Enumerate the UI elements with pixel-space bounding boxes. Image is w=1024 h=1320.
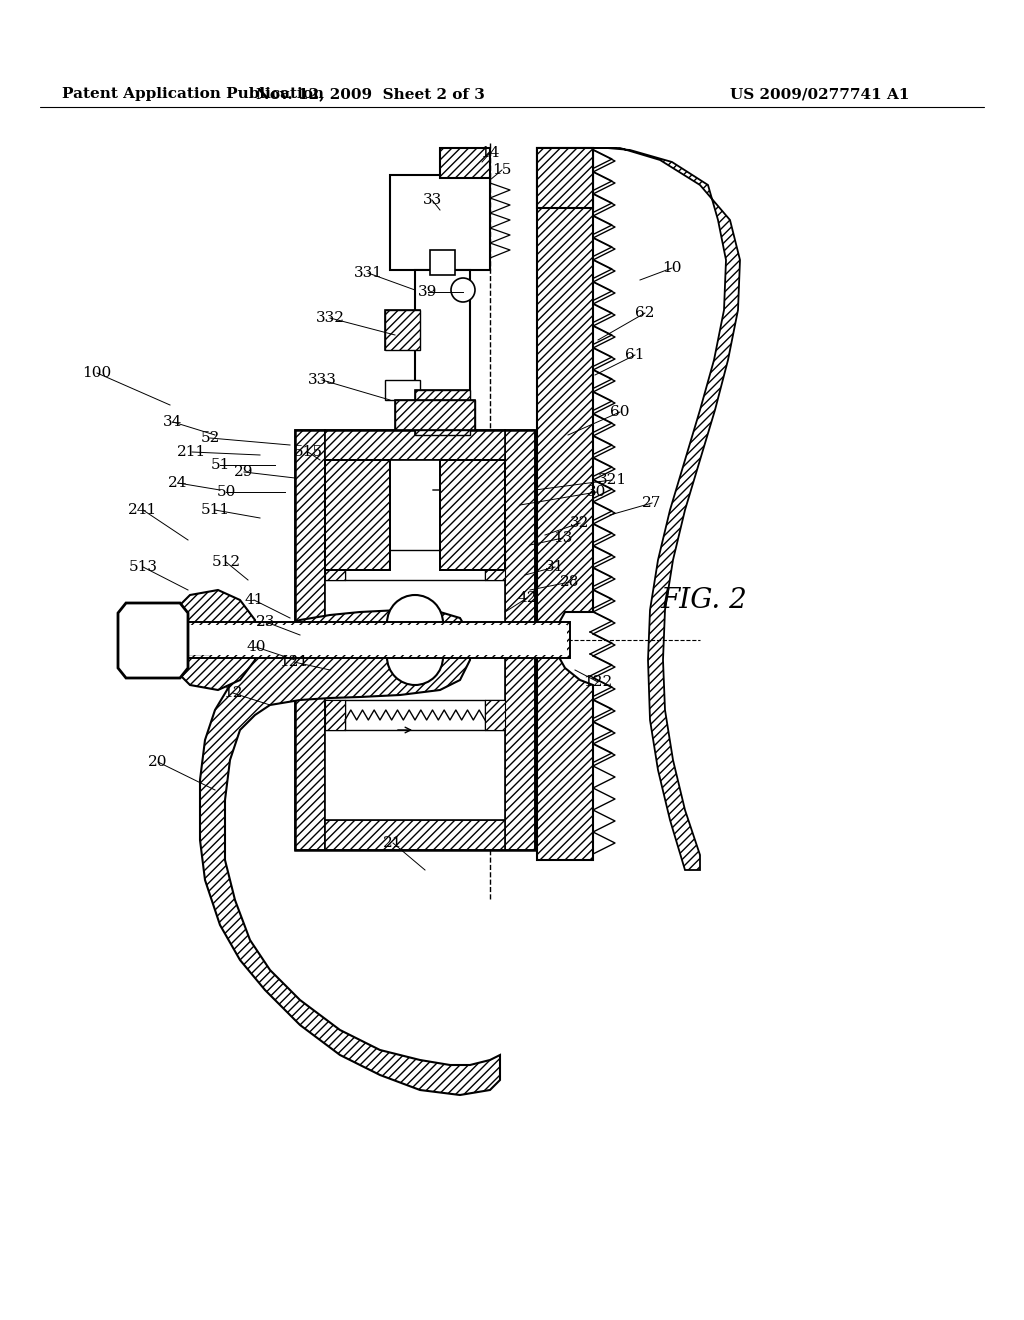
Bar [188,626,210,653]
Text: 41: 41 [245,593,264,607]
Text: 24: 24 [168,477,187,490]
Text: 33: 33 [422,193,441,207]
Text: 61: 61 [626,348,645,362]
Text: 32: 32 [570,516,590,531]
Bar [325,550,345,579]
Circle shape [387,595,443,651]
Bar [390,176,490,271]
Polygon shape [118,603,188,678]
Bar [325,430,505,459]
Text: 34: 34 [163,414,182,429]
Text: 21: 21 [383,836,402,850]
Bar [415,389,470,436]
Circle shape [387,630,443,685]
Bar [415,389,470,436]
Text: 515: 515 [294,445,323,459]
Text: 512: 512 [211,554,241,569]
Text: 321: 321 [597,473,627,487]
Bar [505,430,535,850]
Bar [430,249,455,275]
Bar [537,148,592,609]
Bar [395,400,475,430]
Polygon shape [170,590,255,690]
Text: Nov. 12, 2009  Sheet 2 of 3: Nov. 12, 2009 Sheet 2 of 3 [256,87,484,102]
Text: 29: 29 [234,465,254,479]
Polygon shape [593,148,740,870]
Bar [440,459,505,570]
Bar [188,624,567,655]
Bar [485,700,505,730]
Text: 31: 31 [546,560,564,574]
Bar [440,148,490,178]
Text: 100: 100 [82,366,112,380]
Text: 50: 50 [216,484,236,499]
Text: 13: 13 [553,531,572,545]
Text: 12: 12 [223,686,243,700]
Text: 20: 20 [148,755,168,770]
Text: 23: 23 [256,615,275,630]
Text: 40: 40 [246,640,266,653]
Bar [415,271,470,430]
Text: FIG. 2: FIG. 2 [660,586,746,614]
Text: 332: 332 [315,312,344,325]
Text: Patent Application Publication: Patent Application Publication [62,87,324,102]
Bar [385,310,420,350]
Bar [295,430,325,850]
Text: 42: 42 [517,591,537,605]
Text: 121: 121 [280,655,308,669]
Polygon shape [537,148,593,861]
Text: 52: 52 [201,432,220,445]
Text: 30: 30 [588,484,606,499]
Bar [295,430,535,850]
Bar [385,310,420,350]
Text: 62: 62 [635,306,654,319]
Bar [440,148,490,178]
Text: 60: 60 [610,405,630,418]
Text: 10: 10 [663,261,682,275]
Bar [485,550,505,579]
Text: 15: 15 [493,162,512,177]
Text: 211: 211 [177,445,207,459]
Bar [395,400,475,430]
Bar [325,459,390,570]
Text: 122: 122 [584,675,612,689]
Text: 511: 511 [201,503,229,517]
Text: 27: 27 [642,496,662,510]
Bar [390,176,490,271]
Text: 28: 28 [560,576,580,589]
Polygon shape [190,610,500,1096]
Circle shape [451,279,475,302]
Text: 39: 39 [419,285,437,300]
Text: 51: 51 [210,458,229,473]
Text: 14: 14 [480,147,500,160]
Bar [537,389,592,403]
Bar [325,459,390,570]
Text: 241: 241 [128,503,158,517]
Bar [440,459,505,570]
Bar [537,148,593,209]
Text: US 2009/0277741 A1: US 2009/0277741 A1 [730,87,909,102]
Bar [415,271,470,430]
Text: 513: 513 [128,560,158,574]
Text: 333: 333 [307,374,337,387]
Bar [325,459,505,820]
Bar [537,148,593,209]
Bar [385,380,420,400]
Bar [185,622,570,657]
Bar [325,700,345,730]
Text: 331: 331 [353,267,383,280]
Bar [325,820,505,850]
